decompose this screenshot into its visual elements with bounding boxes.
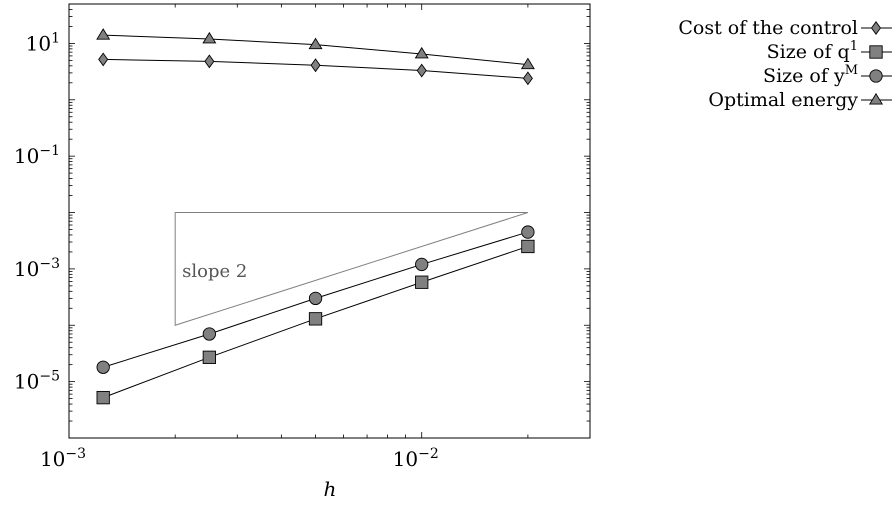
data-point <box>521 239 535 254</box>
legend-entry: Cost of the control <box>678 17 892 39</box>
data-point <box>96 360 110 374</box>
data-point <box>96 28 111 40</box>
legend-label: Size of q1 <box>767 39 858 63</box>
data-point <box>98 52 109 67</box>
series-3 <box>96 28 535 70</box>
legend-label: Optimal energy <box>708 89 858 111</box>
data-point <box>308 291 323 306</box>
y-tick-label: 10−5 <box>14 369 60 394</box>
series-layer <box>96 28 535 405</box>
x-axis-label: h <box>324 477 337 501</box>
y-tick-label: 10−3 <box>14 256 60 281</box>
data-point <box>521 225 535 239</box>
x-tick-label: 10−2 <box>393 446 439 471</box>
y-tick-label: 101 <box>26 30 60 55</box>
series-2 <box>96 225 535 374</box>
series-0 <box>98 52 533 86</box>
series-1 <box>96 239 535 405</box>
axis-ticks: 10−3 10−2 10−5 10−3 10−1 101 <box>14 3 591 471</box>
x-tick-label: 10−3 <box>40 446 86 471</box>
data-point <box>416 63 427 78</box>
data-point <box>204 54 215 69</box>
data-point <box>202 350 217 364</box>
data-point <box>202 31 217 44</box>
y-tick-label: 10−1 <box>14 143 60 168</box>
data-point <box>415 275 429 289</box>
data-point <box>308 312 323 326</box>
data-point <box>520 57 535 70</box>
slope-triangle <box>174 212 529 326</box>
data-point <box>308 37 323 50</box>
legend-entry: Size of yM <box>763 63 892 87</box>
legend-marker <box>869 69 883 83</box>
data-point <box>415 257 429 272</box>
data-point <box>202 327 217 341</box>
slope-annotation: slope 2 <box>174 212 529 326</box>
legend-marker <box>870 21 882 35</box>
legend-label: Size of yM <box>763 63 858 87</box>
data-point <box>96 390 110 405</box>
slope-label: slope 2 <box>182 261 247 282</box>
legend-entry: Optimal energy <box>708 89 892 111</box>
legend-label: Cost of the control <box>678 17 858 39</box>
data-point <box>310 58 321 73</box>
data-point <box>522 71 533 86</box>
data-point <box>414 46 429 59</box>
legend-entry: Size of q1 <box>767 39 892 63</box>
legend-marker <box>869 92 883 105</box>
plot-area-frame <box>68 3 591 439</box>
legend-marker <box>869 45 883 59</box>
